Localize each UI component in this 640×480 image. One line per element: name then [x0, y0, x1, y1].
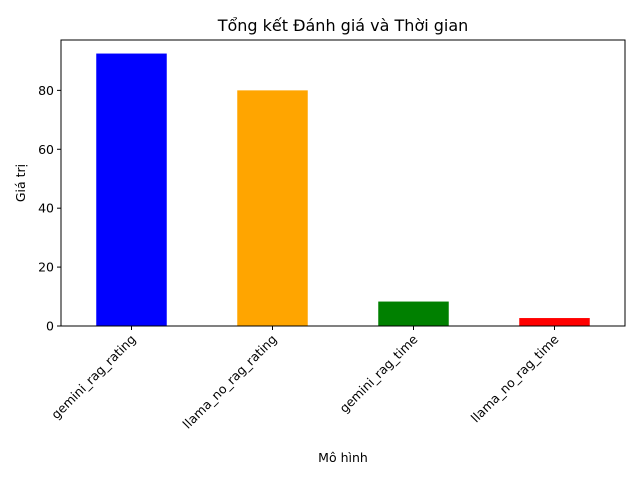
- bar-gemini_rag_rating: [96, 53, 167, 326]
- x-tick-label: gemini_rag_time: [336, 331, 420, 415]
- y-axis-label: Giá trị: [13, 164, 28, 202]
- y-tick-label: 0: [46, 319, 54, 334]
- y-axis: 0 20 40 60 80: [38, 83, 61, 334]
- x-tick-label: llama_no_rag_time: [468, 331, 562, 425]
- x-tick-label: gemini_rag_rating: [48, 332, 138, 422]
- chart-title: Tổng kết Đánh giá và Thời gian: [217, 16, 469, 35]
- bars-group: [96, 53, 590, 326]
- x-axis: gemini_rag_rating llama_no_rag_rating gemi…: [48, 326, 562, 432]
- bar-llama_no_rag_time: [519, 318, 590, 326]
- x-tick-label: llama_no_rag_rating: [180, 332, 280, 432]
- y-tick-label: 80: [38, 83, 54, 98]
- x-axis-label: Mô hình: [318, 450, 368, 465]
- bar-llama_no_rag_rating: [237, 90, 308, 326]
- y-tick-label: 60: [38, 142, 54, 157]
- plot-frame: [60, 39, 626, 327]
- y-tick-label: 40: [38, 201, 54, 216]
- y-tick-label: 20: [38, 260, 54, 275]
- bar-gemini_rag_time: [378, 301, 449, 326]
